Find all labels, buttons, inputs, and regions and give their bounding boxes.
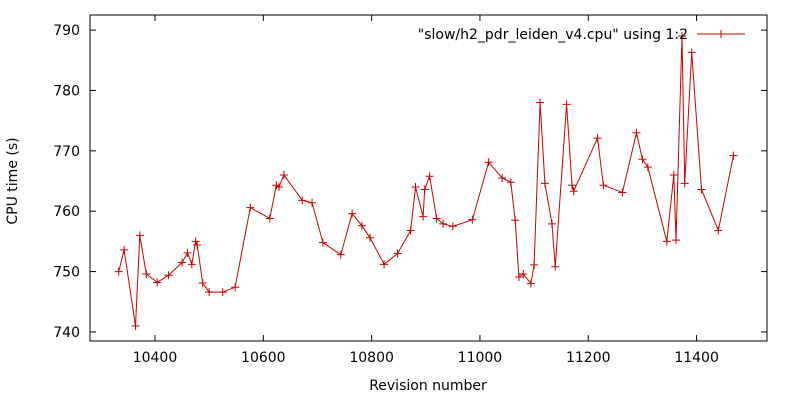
y-tick-label: 770 xyxy=(53,144,80,160)
data-point xyxy=(669,170,678,179)
data-point xyxy=(506,178,515,187)
data-point xyxy=(662,237,671,246)
data-point xyxy=(336,250,345,259)
data-point xyxy=(448,222,457,231)
data-point xyxy=(191,237,200,246)
data-point xyxy=(468,215,477,224)
data-point xyxy=(687,48,696,57)
data-point xyxy=(530,260,539,269)
data-point xyxy=(380,260,389,269)
data-point xyxy=(514,273,523,282)
data-point xyxy=(135,231,144,240)
data-point xyxy=(599,181,608,190)
data-point xyxy=(187,260,196,269)
data-point xyxy=(526,279,535,288)
y-tick-label: 750 xyxy=(53,265,80,281)
data-point xyxy=(432,214,441,223)
data-point xyxy=(677,32,686,41)
data-point xyxy=(279,170,288,179)
data-point xyxy=(593,134,602,143)
data-point xyxy=(568,181,577,190)
data-point xyxy=(193,241,202,250)
x-axis-label: Revision number xyxy=(369,378,487,394)
data-point xyxy=(298,196,307,205)
series-line xyxy=(118,36,734,326)
data-point xyxy=(142,269,151,278)
data-point xyxy=(308,198,317,207)
data-point xyxy=(618,188,627,197)
y-tick-label: 790 xyxy=(53,23,80,39)
data-point xyxy=(714,226,723,235)
data-point xyxy=(205,288,214,297)
data-point xyxy=(153,278,162,287)
legend-entry-label: "slow/h2_pdr_leiden_v4.cpu" using 1:2 xyxy=(418,27,688,43)
x-tick-label: 10800 xyxy=(349,350,394,366)
y-axis-label: CPU time (s) xyxy=(5,137,21,224)
data-point xyxy=(536,98,545,107)
data-point xyxy=(425,172,434,181)
data-point xyxy=(680,179,689,188)
data-point xyxy=(198,279,207,288)
data-point xyxy=(411,183,420,192)
data-point xyxy=(547,219,556,228)
data-point xyxy=(484,158,493,167)
data-point xyxy=(419,212,428,221)
plot-frame xyxy=(89,14,768,342)
data-point xyxy=(498,174,507,182)
x-tick-label: 11000 xyxy=(458,350,503,366)
data-point xyxy=(120,245,129,254)
data-point xyxy=(114,267,123,276)
data-point xyxy=(265,214,274,223)
data-point xyxy=(348,209,357,218)
data-point xyxy=(318,238,327,247)
data-point xyxy=(357,221,366,230)
data-point xyxy=(366,233,375,242)
y-tick-label: 780 xyxy=(53,83,80,99)
data-point xyxy=(643,163,652,172)
data-point xyxy=(246,203,255,212)
data-point xyxy=(183,248,192,257)
data-point xyxy=(632,128,641,137)
y-tick-label: 740 xyxy=(53,325,80,341)
data-point xyxy=(164,271,173,280)
legend: "slow/h2_pdr_leiden_v4.cpu" using 1:2 xyxy=(418,27,745,43)
data-point xyxy=(131,321,140,330)
data-point xyxy=(393,249,402,258)
data-point xyxy=(551,262,560,271)
data-point xyxy=(439,219,448,228)
data-point xyxy=(519,269,528,278)
legend-marker-sample xyxy=(717,30,725,38)
data-point xyxy=(178,258,187,267)
data-point xyxy=(697,185,706,194)
y-tick-label: 760 xyxy=(53,204,80,220)
data-point xyxy=(231,283,240,292)
data-point xyxy=(569,187,578,196)
data-point xyxy=(562,100,571,109)
data-point xyxy=(672,236,681,245)
data-point xyxy=(540,179,549,188)
data-point xyxy=(275,183,284,192)
data-point xyxy=(729,151,738,160)
data-point xyxy=(511,216,520,225)
x-tick-label: 11200 xyxy=(566,350,611,366)
data-point xyxy=(406,226,415,235)
data-point xyxy=(218,288,227,297)
x-tick-label: 11400 xyxy=(674,350,719,366)
x-tick-label: 10400 xyxy=(133,350,178,366)
data-point xyxy=(638,155,647,164)
x-tick-label: 10600 xyxy=(241,350,286,366)
data-point xyxy=(420,185,429,194)
